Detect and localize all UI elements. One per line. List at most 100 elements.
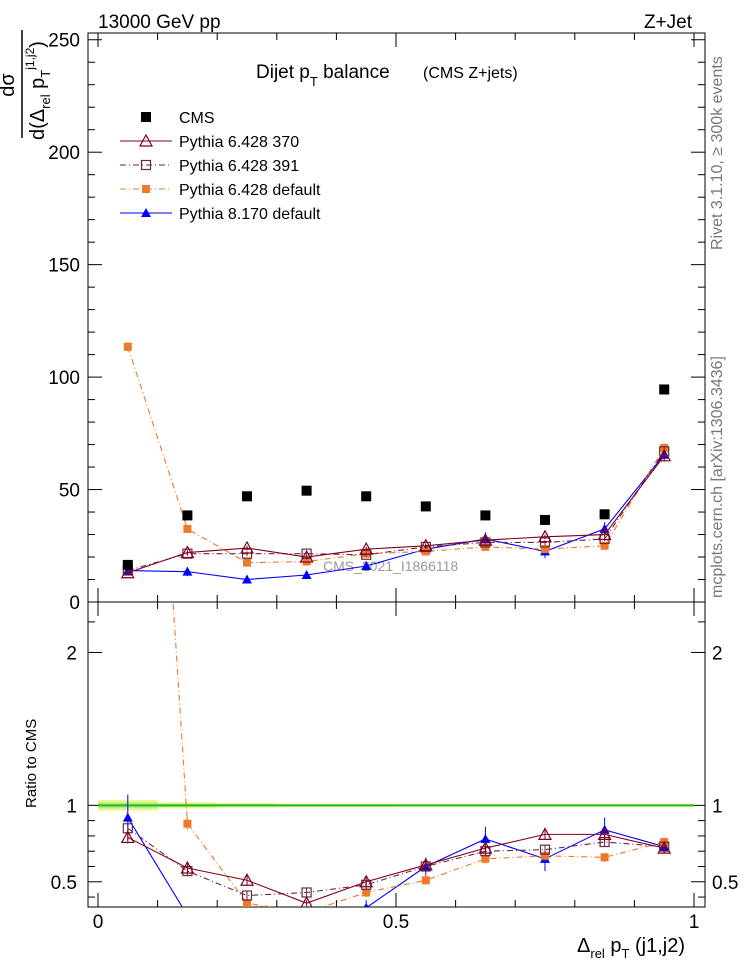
main-series-2 (122, 446, 670, 576)
ratio-data-point (302, 917, 312, 926)
ratio-data-point (363, 902, 369, 907)
main-data-point (418, 538, 433, 552)
main-data-point (361, 561, 372, 571)
legend-label: Pythia 6.428 default (179, 182, 321, 199)
main-data-point (243, 558, 251, 567)
ratio-data-point (541, 851, 549, 860)
main-series-3 (123, 342, 669, 567)
main-series-1 (120, 448, 672, 579)
main-y-tick-label: 150 (48, 256, 80, 277)
main-data-point (359, 541, 374, 555)
mcplots-label: mcplots.cern.ch [arXiv:1306.3436] (709, 356, 726, 598)
ratio-data-point (122, 812, 133, 822)
ratio-series-line (127, 833, 665, 904)
x-axis-label: Δrel pT (j1,j2) (577, 935, 685, 961)
ratio-x-tick-label: 0.5 (383, 912, 409, 933)
main-data-point (182, 566, 193, 576)
legend-entry: Pythia 8.170 default (120, 206, 321, 223)
main-data-point (537, 529, 553, 543)
ratio-data-point (657, 840, 672, 854)
legend-marker (141, 208, 151, 217)
ratio-series-0 (120, 827, 672, 907)
ratio-y-tick-label: 1 (66, 796, 77, 817)
ratio-data-point (180, 860, 195, 874)
main-data-point (299, 549, 314, 563)
ratio-panel-frame (87, 601, 706, 908)
legend-entry: Pythia 6.428 default (120, 182, 321, 199)
watermark: CMS_2021_I1866118 (323, 558, 458, 574)
ratio-data-point (418, 857, 433, 871)
ratio-y-tick-label: 0.5 (51, 873, 77, 894)
main-data-point (600, 541, 609, 550)
ratio-data-point (239, 872, 255, 886)
ratio-series-line (127, 817, 665, 907)
main-data-point (242, 574, 252, 584)
ratio-y-tick-label: 2 (66, 643, 77, 664)
main-data-point (242, 491, 252, 502)
main-data-point (599, 509, 610, 520)
ratio-data-point (421, 876, 430, 885)
main-series-line (127, 346, 665, 564)
main-y-tick-label: 250 (48, 31, 80, 52)
ratio-data-point (362, 888, 371, 897)
main-series-line (127, 455, 665, 574)
main-series-line (127, 451, 665, 572)
legend-marker (138, 133, 154, 147)
main-data-point (123, 342, 132, 351)
main-data-point (540, 514, 550, 525)
ratio-data-point (120, 830, 135, 844)
rivet-label: Rivet 3.1.10, ≥ 300k events (709, 56, 726, 250)
ratio-data-point (300, 895, 313, 907)
main-data-point (478, 532, 493, 546)
main-data-point (657, 448, 672, 462)
main-data-point (239, 540, 255, 554)
ratio-data-point (182, 910, 192, 919)
ratio-y-tick-label: 2 (712, 643, 723, 664)
main-data-point (480, 510, 491, 521)
legend-label: CMS (179, 110, 215, 127)
main-data-point (301, 485, 312, 496)
ratio-data-point (600, 853, 609, 862)
main-y-tick-label: 200 (48, 143, 80, 164)
svg-text:d(Δrel pTj1,j2): d(Δrel pTj1,j2) (23, 41, 53, 140)
legend-label: Pythia 8.170 default (179, 206, 321, 223)
ratio-data-point (243, 899, 251, 907)
ratio-series-line (172, 602, 665, 907)
main-y-tick-label: 100 (48, 368, 80, 389)
legend-label: Pythia 6.428 370 (179, 134, 299, 151)
legend-entry: Pythia 6.428 391 (120, 158, 299, 175)
main-series-line (127, 454, 665, 581)
ratio-x-tick-label: 0 (93, 912, 104, 933)
energy-label: 13000 GeV pp (98, 12, 221, 33)
ratio-x-tick-label: 1 (689, 912, 700, 933)
legend-marker (142, 185, 150, 193)
main-data-point (120, 565, 135, 579)
chart-subtitle: (CMS Z+jets) (423, 65, 518, 82)
main-data-point (597, 527, 612, 541)
main-data-point (541, 545, 549, 554)
ratio-series-line (127, 827, 665, 897)
main-data-point (301, 570, 312, 580)
ratio-data-point (537, 827, 553, 840)
ratio-data-point (481, 854, 490, 863)
ratio-y-tick-label: 0.5 (712, 873, 738, 894)
ratio-data-point (539, 844, 551, 855)
main-data-point (361, 491, 372, 502)
main-data-point (122, 559, 133, 570)
main-y-tick-label: 0 (69, 593, 80, 614)
process-label: Z+Jet (644, 12, 693, 33)
ratio-data-point (303, 908, 311, 916)
legend-entry: CMS (141, 110, 215, 127)
main-data-point (180, 545, 195, 559)
ratio-y-axis-label: Ratio to CMS (23, 719, 40, 808)
chart-title: Dijet pT balance (256, 62, 390, 89)
legend-marker (141, 112, 151, 122)
legend-entry: Pythia 6.428 370 (120, 133, 299, 151)
svg-text:dσ: dσ (0, 73, 19, 97)
main-y-tick-label: 50 (59, 481, 80, 502)
main-data-point (182, 510, 193, 521)
ratio-series-2 (172, 602, 669, 916)
main-y-axis-label: dσ d(Δrel pTj1,j2) (0, 30, 53, 140)
legend-marker (140, 159, 152, 171)
